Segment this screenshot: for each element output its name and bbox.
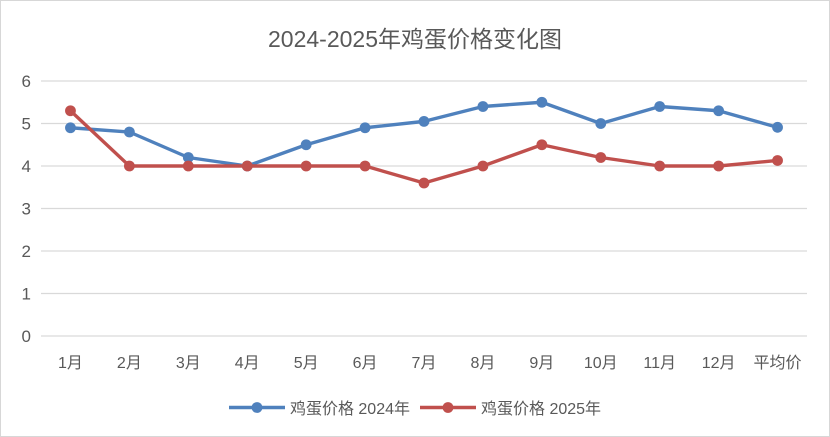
x-axis-tick-label: 3月 [176, 355, 201, 372]
y-axis-tick-label: 4 [22, 157, 31, 176]
chart-legend: 鸡蛋价格 2024年 鸡蛋价格 2025年 [1, 395, 829, 419]
data-point [772, 155, 783, 166]
legend-label-2025: 鸡蛋价格 2025年 [481, 401, 602, 418]
x-axis-tick-label: 6月 [353, 355, 378, 372]
x-axis-tick-label: 平均价 [754, 354, 802, 372]
x-axis-tick-label: 8月 [470, 355, 495, 372]
data-point [65, 122, 76, 134]
y-axis-tick-label: 0 [22, 327, 31, 346]
y-axis-tick-label: 5 [22, 115, 31, 134]
x-axis-tick-label: 1月 [58, 355, 83, 372]
data-point [654, 160, 666, 172]
data-point [536, 96, 548, 108]
data-point [595, 152, 607, 163]
data-point [300, 160, 312, 172]
x-axis-tick-label: 12月 [702, 355, 736, 372]
legend-dot-2024 [251, 401, 263, 413]
x-axis-tick-label: 10月 [584, 355, 618, 372]
legend-label-2024: 鸡蛋价格 2024年 [289, 401, 410, 418]
data-point [713, 105, 725, 117]
y-axis-tick-label: 3 [22, 200, 31, 219]
data-point [477, 101, 489, 112]
x-axis-tick-label: 2月 [117, 355, 142, 372]
data-point [418, 115, 430, 127]
data-point [123, 126, 135, 138]
data-point [772, 121, 783, 133]
data-point [418, 177, 430, 189]
data-point [241, 160, 253, 172]
legend-dot-2025 [442, 401, 454, 413]
series-line-0 [68, 100, 780, 168]
data-point [536, 139, 548, 151]
data-point [654, 101, 666, 112]
y-axis-tick-label: 2 [22, 242, 31, 261]
data-point [359, 160, 371, 172]
data-point [359, 122, 371, 134]
chart-title: 2024-2025年鸡蛋价格变化图 [268, 26, 562, 52]
data-point [713, 160, 725, 172]
data-point [477, 160, 489, 172]
x-axis-tick-label: 11月 [643, 355, 676, 372]
y-axis-tick-label: 6 [22, 72, 31, 91]
x-axis-tick-label: 4月 [235, 355, 260, 372]
legend-item-2025: 鸡蛋价格 2025年 [420, 395, 601, 419]
data-point [123, 160, 135, 172]
data-point [182, 160, 194, 172]
data-point [65, 105, 76, 117]
legend-marker-2025-icon [420, 401, 476, 413]
legend-item-2024: 鸡蛋价格 2024年 [228, 395, 410, 419]
x-axis-tick-label: 5月 [294, 355, 319, 372]
x-axis-tick-label: 9月 [529, 355, 554, 372]
x-axis-tick-label: 7月 [412, 355, 437, 372]
data-point [300, 139, 312, 151]
y-axis-tick-label: 1 [22, 285, 31, 304]
data-point [182, 152, 194, 163]
data-point [595, 118, 607, 129]
legend-marker-2024-icon [228, 401, 285, 413]
